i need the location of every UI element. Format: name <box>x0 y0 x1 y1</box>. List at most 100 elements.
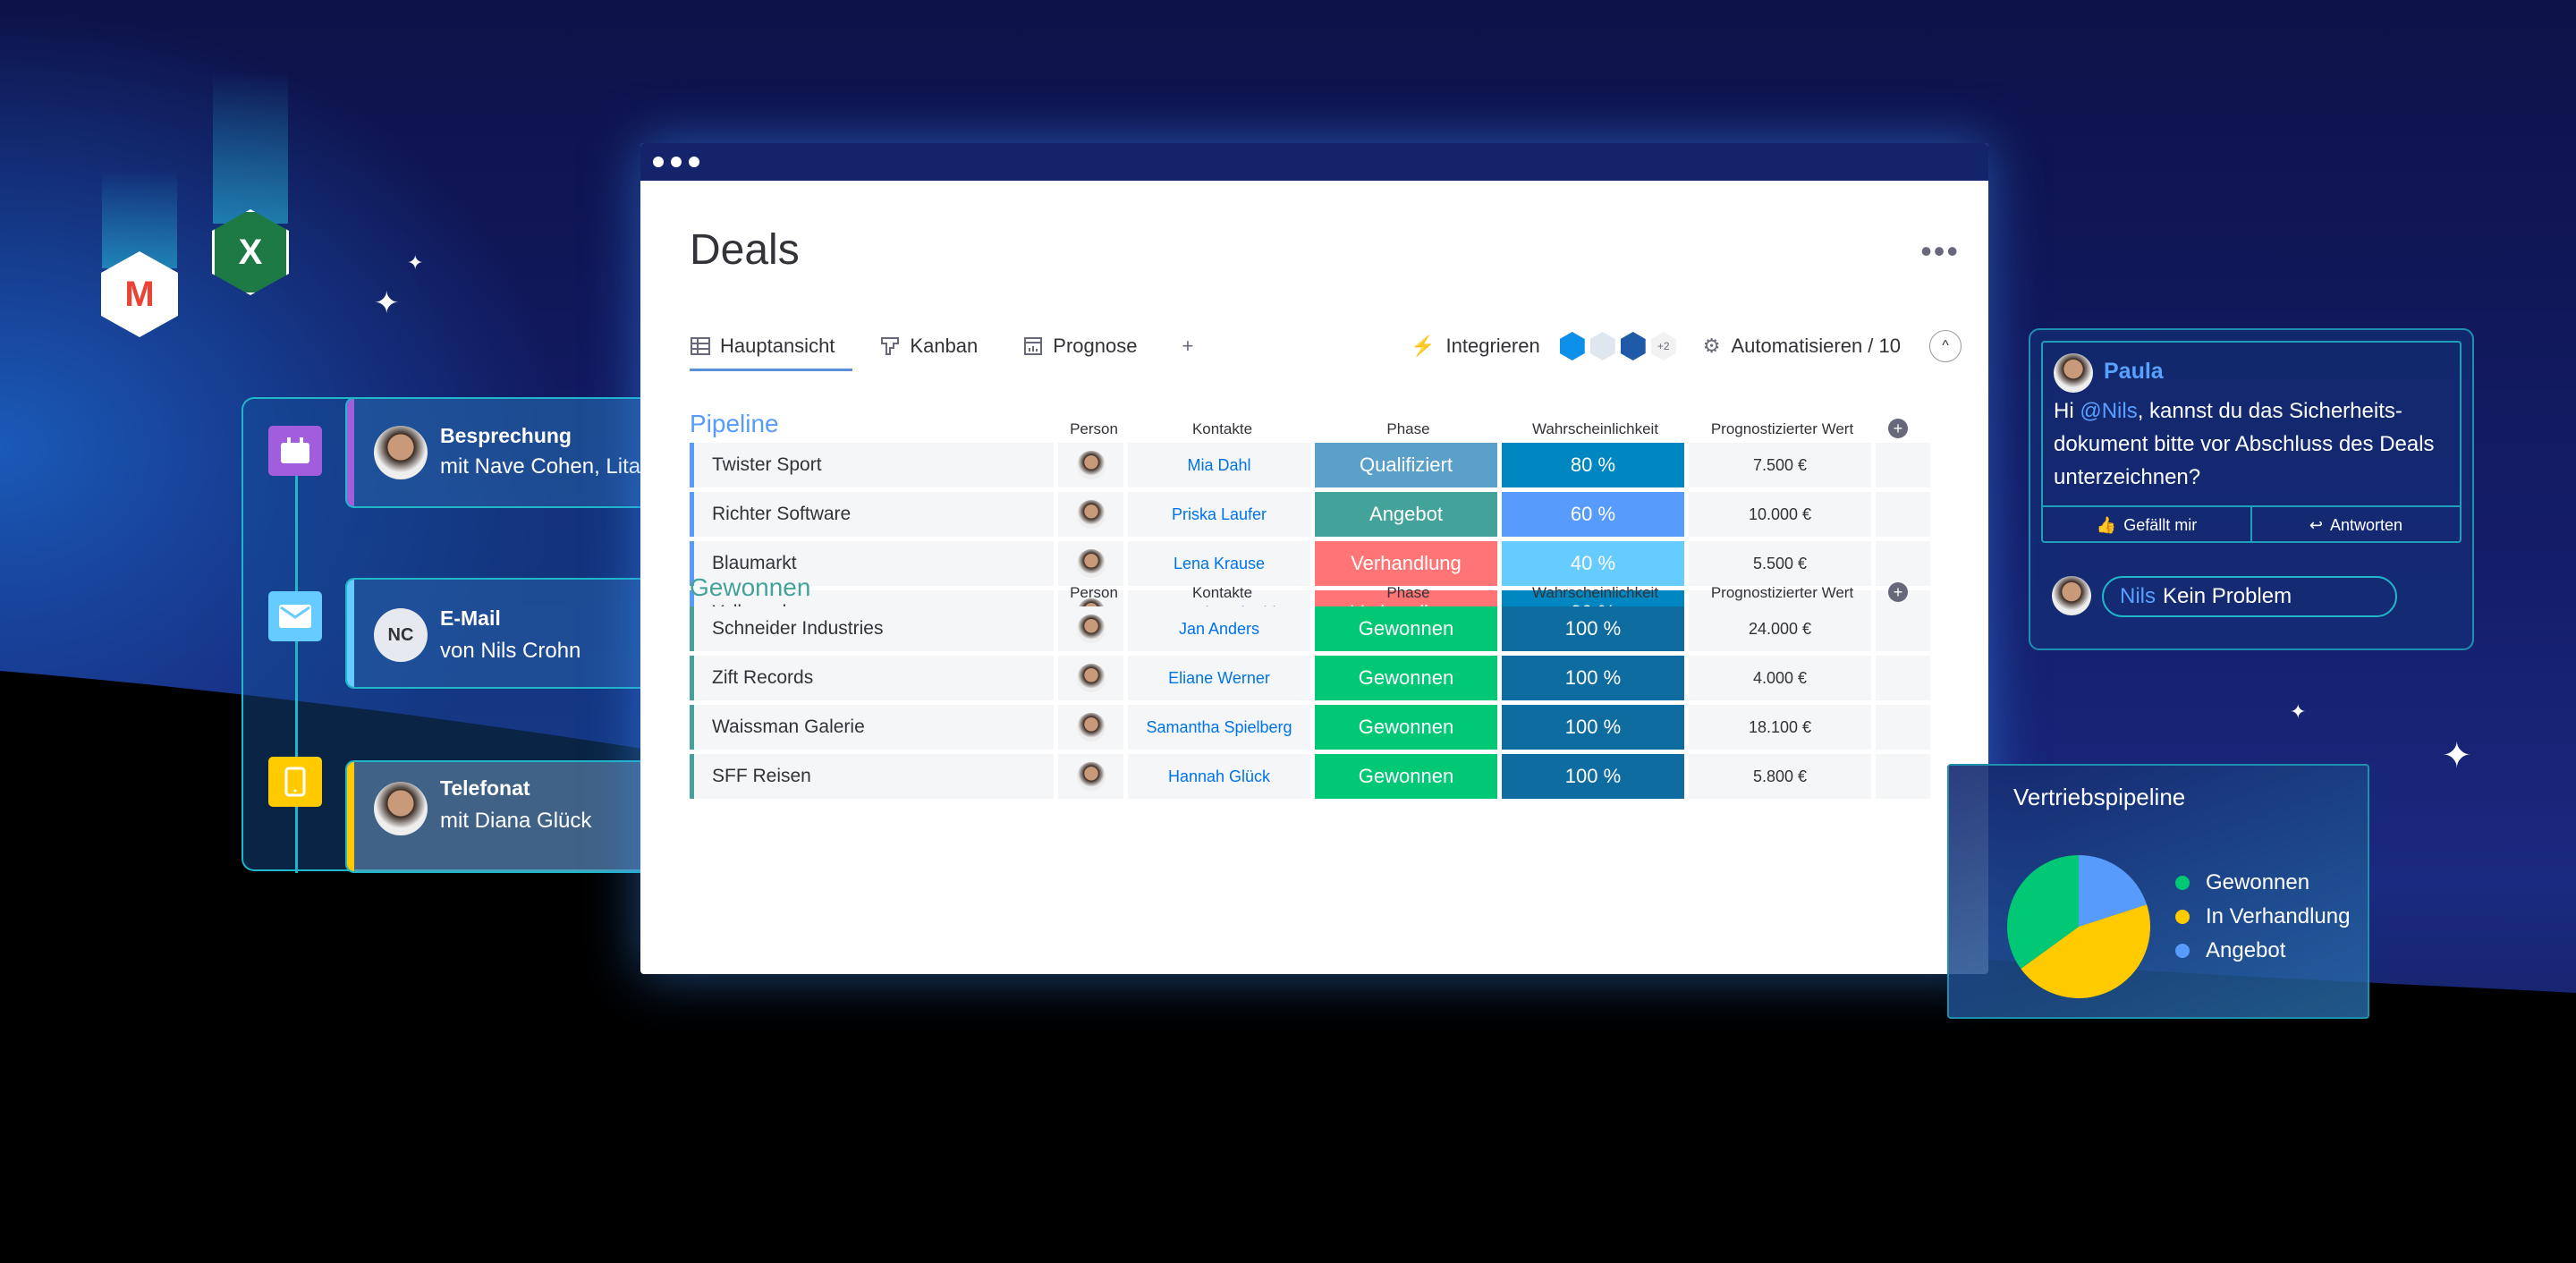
probability-status[interactable]: 80 % <box>1502 443 1684 487</box>
more-options-icon[interactable]: ••• <box>1920 233 1960 269</box>
group-title[interactable]: Pipeline <box>690 410 779 437</box>
column-header[interactable]: Wahrscheinlichkeit <box>1531 584 1659 601</box>
table-row[interactable]: Richter Software Priska Laufer Angebot 6… <box>690 492 1942 537</box>
column-header[interactable]: Kontakte <box>1191 420 1253 437</box>
more-integrations[interactable]: +2 <box>1650 332 1676 360</box>
window-dot[interactable] <box>653 157 664 167</box>
column-header[interactable]: Prognostizierter Wert <box>1710 584 1854 601</box>
person-cell[interactable] <box>1058 443 1123 487</box>
person-cell[interactable] <box>1058 541 1123 586</box>
probability-status[interactable]: 40 % <box>1502 541 1684 586</box>
add-column-button[interactable]: + <box>1888 419 1908 438</box>
person-cell[interactable] <box>1058 705 1123 750</box>
collapse-button[interactable]: ^ <box>1929 330 1962 362</box>
add-view-button[interactable]: + <box>1182 335 1194 357</box>
tab-kanban[interactable]: Kanban <box>879 326 978 366</box>
contact-link[interactable]: Samantha Spielberg <box>1128 705 1310 750</box>
empty-cell[interactable] <box>1876 541 1930 586</box>
probability-status[interactable]: 100 % <box>1502 606 1684 651</box>
person-cell[interactable] <box>1058 606 1123 651</box>
forecast-value[interactable]: 5.500 € <box>1689 541 1871 586</box>
window-dot[interactable] <box>671 157 682 167</box>
integrate-button[interactable]: Integrieren <box>1445 335 1540 357</box>
phase-status[interactable]: Gewonnen <box>1315 606 1497 651</box>
contact-link[interactable]: Priska Laufer <box>1128 492 1310 537</box>
table-row[interactable]: Twister Sport Mia Dahl Qualifiziert 80 %… <box>690 443 1942 487</box>
probability-status[interactable]: 100 % <box>1502 656 1684 700</box>
empty-cell[interactable] <box>1876 656 1930 700</box>
empty-cell[interactable] <box>1876 606 1930 651</box>
reply-input[interactable]: Nils Kein Problem <box>2102 576 2397 617</box>
phase-status[interactable]: Angebot <box>1315 492 1497 537</box>
person-cell[interactable] <box>1058 656 1123 700</box>
activity-title: Telefonat <box>440 776 530 800</box>
table-row[interactable]: Waissman Galerie Samantha Spielberg Gewo… <box>690 705 1942 750</box>
mention[interactable]: @Nils <box>2080 399 2138 423</box>
timeline-line <box>295 453 298 873</box>
reply-button[interactable]: ↩ Antworten <box>2252 507 2460 543</box>
like-button[interactable]: 👍 Gefällt mir <box>2043 507 2252 543</box>
contact-link[interactable]: Jan Anders <box>1128 606 1310 651</box>
column-header[interactable]: Person <box>1070 584 1118 601</box>
avatar-initials: NC <box>374 608 428 662</box>
activity-card-call[interactable]: Telefonat mit Diana Glück <box>345 760 644 873</box>
forecast-value[interactable]: 18.100 € <box>1689 705 1871 750</box>
empty-cell[interactable] <box>1876 443 1930 487</box>
column-header[interactable]: Wahrscheinlichkeit <box>1531 420 1659 437</box>
table-row[interactable]: Schneider Industries Jan Anders Gewonnen… <box>690 606 1942 651</box>
tab-hauptansicht[interactable]: Hauptansicht <box>690 326 853 371</box>
legend-label: Angebot <box>2206 938 2286 962</box>
empty-cell[interactable] <box>1876 754 1930 799</box>
phase-status[interactable]: Gewonnen <box>1315 754 1497 799</box>
item-name[interactable]: Twister Sport <box>690 443 1054 487</box>
forecast-value[interactable]: 4.000 € <box>1689 656 1871 700</box>
contact-link[interactable]: Lena Krause <box>1128 541 1310 586</box>
item-name[interactable]: Blaumarkt <box>690 541 1054 586</box>
probability-status[interactable]: 100 % <box>1502 705 1684 750</box>
forecast-value[interactable]: 7.500 € <box>1689 443 1871 487</box>
item-name[interactable]: Richter Software <box>690 492 1054 537</box>
like-label: Gefällt mir <box>2123 515 2198 534</box>
probability-status[interactable]: 60 % <box>1502 492 1684 537</box>
item-name[interactable]: Waissman Galerie <box>690 705 1054 750</box>
column-header[interactable]: Phase <box>1386 584 1430 601</box>
activity-card-meeting[interactable]: Besprechung mit Nave Cohen, Lital <box>345 397 644 508</box>
phase-status[interactable]: Qualifiziert <box>1315 443 1497 487</box>
legend-item: In Verhandlung <box>2175 900 2350 934</box>
probability-status[interactable]: 100 % <box>1502 754 1684 799</box>
column-header[interactable]: Prognostizierter Wert <box>1710 420 1854 437</box>
tab-prognose[interactable]: Prognose <box>1022 326 1137 366</box>
contact-link[interactable]: Hannah Glück <box>1128 754 1310 799</box>
add-column-button[interactable]: + <box>1888 582 1908 602</box>
table-row[interactable]: Blaumarkt Lena Krause Verhandlung 40 % 5… <box>690 541 1942 586</box>
column-header[interactable]: Phase <box>1386 420 1430 437</box>
column-header[interactable]: Person <box>1070 420 1118 437</box>
phase-status[interactable]: Gewonnen <box>1315 656 1497 700</box>
person-cell[interactable] <box>1058 754 1123 799</box>
item-name[interactable]: Schneider Industries <box>690 606 1054 651</box>
empty-cell[interactable] <box>1876 705 1930 750</box>
phase-status[interactable]: Verhandlung <box>1315 541 1497 586</box>
contact-link[interactable]: Eliane Werner <box>1128 656 1310 700</box>
pie-slice-in-verhandlung <box>2021 904 2150 998</box>
avatar <box>1076 615 1106 643</box>
person-cell[interactable] <box>1058 492 1123 537</box>
forecast-value[interactable]: 10.000 € <box>1689 492 1871 537</box>
contact-link[interactable]: Mia Dahl <box>1128 443 1310 487</box>
automate-button[interactable]: Automatisieren / 10 <box>1731 335 1901 357</box>
table-row[interactable]: SFF Reisen Hannah Glück Gewonnen 100 % 5… <box>690 754 1942 799</box>
empty-cell[interactable] <box>1876 492 1930 537</box>
item-name[interactable]: Zift Records <box>690 656 1054 700</box>
forecast-value[interactable]: 5.800 € <box>1689 754 1871 799</box>
phase-status[interactable]: Gewonnen <box>1315 705 1497 750</box>
activity-title: E-Mail <box>440 606 501 630</box>
item-name[interactable]: SFF Reisen <box>690 754 1054 799</box>
window-dot[interactable] <box>689 157 699 167</box>
group-title[interactable]: Gewonnen <box>690 573 811 601</box>
table-row[interactable]: Zift Records Eliane Werner Gewonnen 100 … <box>690 656 1942 700</box>
reply-label: Antworten <box>2330 515 2403 534</box>
forecast-value[interactable]: 24.000 € <box>1689 606 1871 651</box>
column-header[interactable]: Kontakte <box>1191 584 1253 601</box>
legend-dot <box>2175 876 2190 890</box>
activity-card-email[interactable]: NC E-Mail von Nils Crohn <box>345 578 644 689</box>
